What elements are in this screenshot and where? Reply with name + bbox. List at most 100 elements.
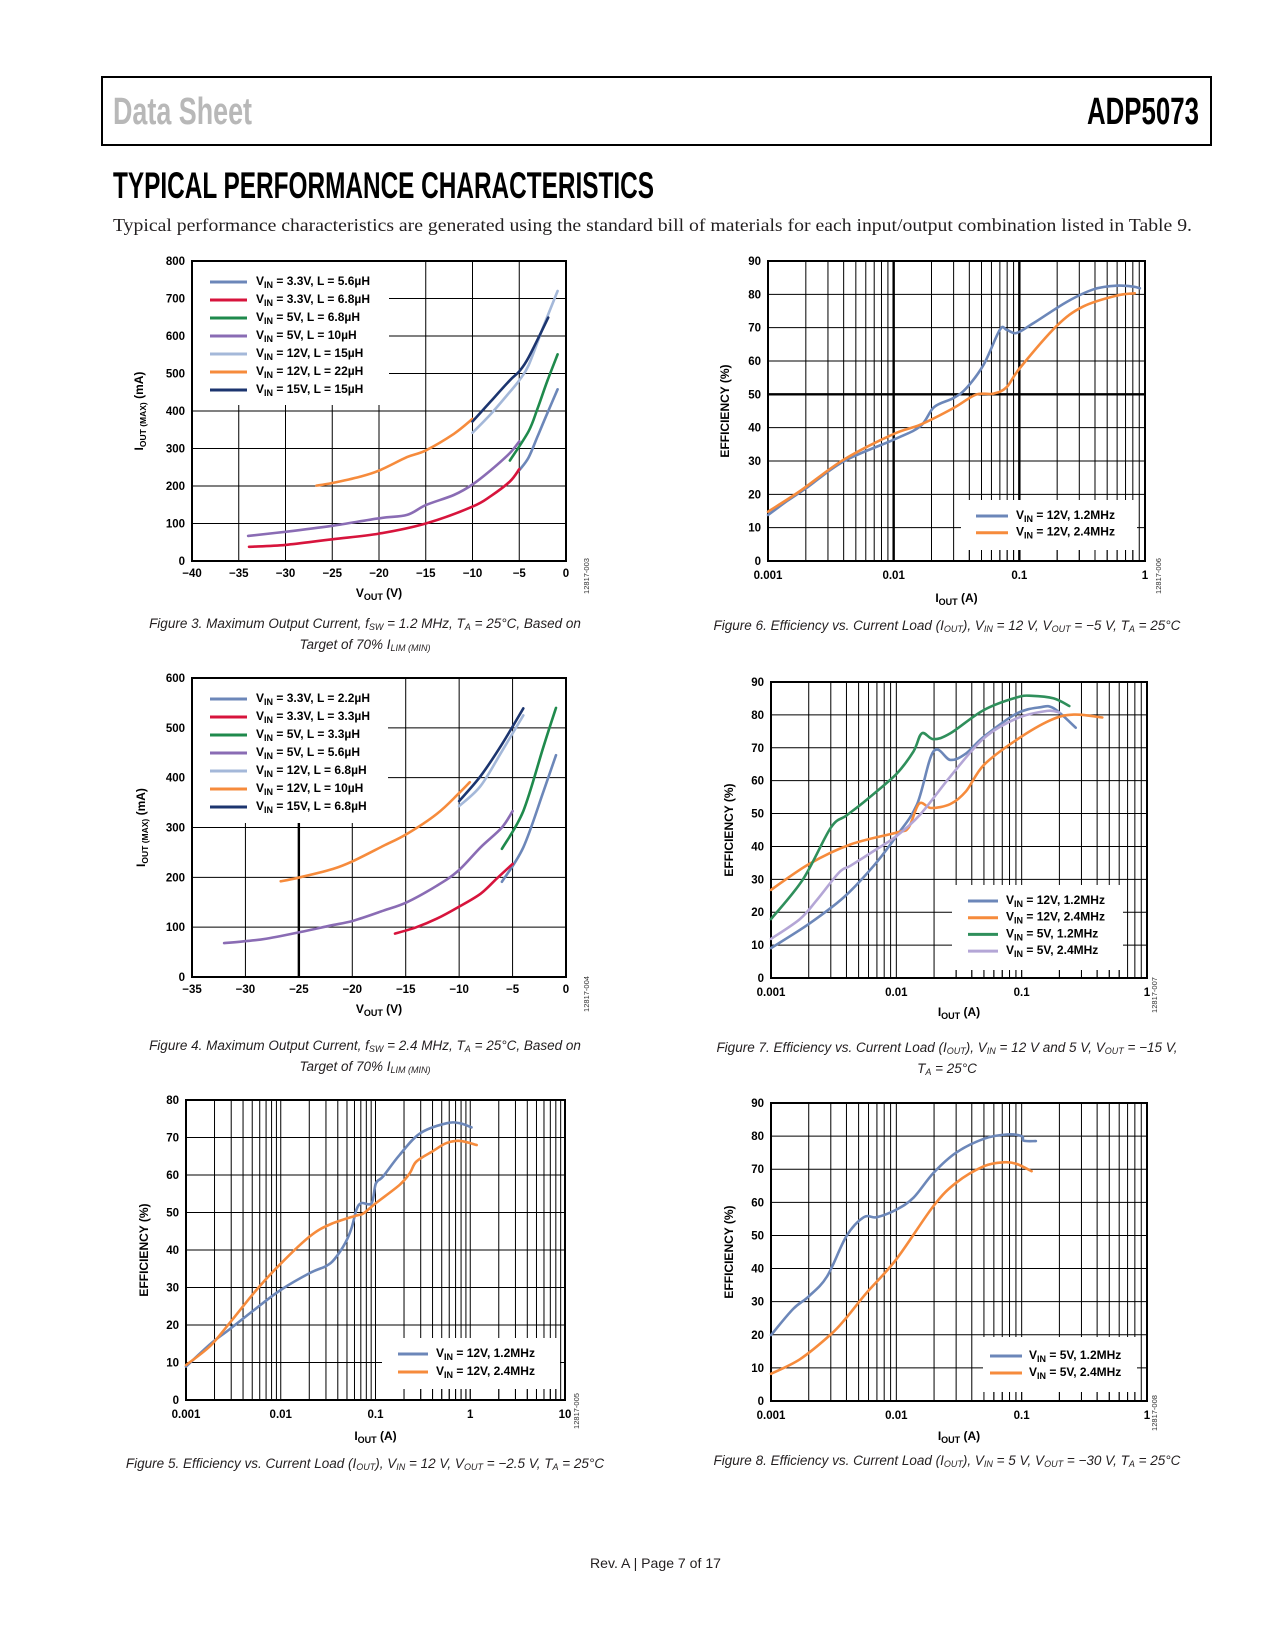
subscript-segment: A: [552, 1462, 559, 1472]
legend-tick-stubs: [993, 1392, 1136, 1401]
text-segment: = 5V, 1.2MHz: [1023, 926, 1098, 940]
y-tick-label: 70: [748, 323, 761, 335]
series-line-2: [500, 706, 558, 851]
text-segment: = 12V, L = 15µH: [273, 346, 363, 360]
figure-8-caption: Figure 8. Efficiency vs. Current Load (I…: [647, 1452, 1247, 1473]
subscript-segment: IN: [1024, 531, 1033, 541]
legend-label: VIN = 3.3V, L = 5.6µH: [256, 274, 370, 290]
legend-background: [193, 679, 388, 823]
text-segment: EFFICIENCY (%): [722, 1205, 736, 1298]
y-tick-label: 20: [166, 1320, 179, 1332]
y-tick-label: 30: [166, 1283, 179, 1295]
text-segment: T: [917, 1061, 926, 1076]
text-segment: Figure 4. Maximum Output Current, f: [149, 1038, 369, 1053]
caption-line: Figure 5. Efficiency vs. Current Load (I…: [65, 1455, 665, 1476]
subscript-segment: OUT: [356, 1462, 376, 1472]
plot-frame: [191, 677, 567, 978]
x-tick-label: −5: [513, 568, 527, 580]
text-segment: = 25°C: [1134, 1453, 1181, 1468]
subscript-segment: OUT: [364, 592, 384, 602]
text-segment: V: [256, 745, 264, 759]
y-tick-label: 60: [751, 1197, 764, 1209]
legend-background: [952, 885, 1123, 970]
y-tick-label: 50: [751, 1230, 764, 1242]
y-tick-label: 0: [758, 1396, 764, 1408]
x-tick-label: 0: [563, 984, 569, 996]
legend-label: VIN = 12V, 2.4MHz: [1016, 525, 1115, 541]
text-segment: = −15 V,: [1123, 1040, 1178, 1055]
series-line-1: [184, 1139, 478, 1367]
legend-entry: VIN = 12V, 1.2MHz: [976, 508, 1115, 524]
caption-line: TA = 25°C: [647, 1060, 1247, 1081]
text-segment: V: [256, 292, 264, 306]
y-tick-label: 400: [166, 773, 185, 785]
legend-entry: VIN = 12V, 1.2MHz: [398, 1346, 535, 1362]
subscript-segment: IN: [396, 1462, 406, 1472]
text-segment: ), V: [962, 618, 984, 633]
legend-entry: VIN = 5V, L = 3.3µH: [210, 727, 360, 743]
data-series: [184, 1121, 478, 1368]
subscript-segment: A: [1128, 624, 1135, 634]
x-tick-label: 1: [1144, 987, 1151, 999]
x-tick-label: −5: [506, 984, 520, 996]
text-segment: = 1.2 MHz, T: [383, 616, 465, 631]
y-tick-label: 80: [751, 1131, 764, 1143]
text-segment: = 5V, L = 5.6µH: [273, 745, 360, 759]
series-line-2: [508, 353, 559, 462]
legend-label: VIN = 5V, L = 6.8µH: [256, 310, 360, 326]
y-tick-label: 50: [751, 809, 764, 821]
text-segment: = 3.3V, L = 5.6µH: [273, 274, 370, 288]
text-segment: V: [1006, 893, 1014, 907]
text-segment: V: [256, 382, 264, 396]
text-segment: I: [132, 447, 146, 450]
series-line-6: [457, 707, 525, 803]
text-segment: V: [1029, 1365, 1037, 1379]
text-segment: Figure 3. Maximum Output Current, f: [149, 616, 369, 631]
x-tick-label: −35: [229, 568, 249, 580]
x-tick-label: 0.01: [882, 570, 905, 582]
text-segment: = 5V, L = 3.3µH: [273, 727, 360, 741]
y-tick-label: 60: [166, 1170, 179, 1182]
text-segment: V: [256, 346, 264, 360]
text-segment: = 5V, 2.4MHz: [1023, 943, 1098, 957]
series-line-5: [279, 780, 472, 883]
x-tick-label: −20: [343, 984, 363, 996]
subscript-segment: A: [925, 1067, 932, 1077]
tick-labels: 0.001 0.01 0.1 1 10 0 10 20 30 40 50 60 70 80: [166, 1095, 571, 1421]
text-segment: I: [938, 1005, 941, 1019]
y-tick-label: 10: [166, 1358, 179, 1370]
legend-label: VIN = 15V, L = 15µH: [256, 382, 363, 398]
x-tick-label: 0.001: [757, 1410, 786, 1422]
legend-label: VIN = 5V, 2.4MHz: [1029, 1365, 1121, 1381]
text-segment: EFFICIENCY (%): [718, 364, 732, 457]
caption-line: Target of 70% ILIM (MIN): [65, 636, 665, 657]
legend-entry: VIN = 5V, 2.4MHz: [968, 943, 1098, 959]
subscript-segment: A: [1128, 1459, 1135, 1469]
x-tick-label: 0.001: [754, 570, 783, 582]
y-axis-label: EFFICIENCY (%): [718, 364, 732, 457]
plot-frame: [185, 1099, 566, 1401]
subscript-segment: OUT: [463, 1462, 483, 1472]
x-tick-label: −15: [416, 568, 436, 580]
text-segment: = 5V, 1.2MHz: [1046, 1348, 1121, 1362]
text-segment: = 5 V, V: [992, 1453, 1045, 1468]
y-tick-label: 90: [751, 677, 764, 689]
legend-label: VIN = 12V, L = 15µH: [256, 346, 363, 362]
subscript-segment: LIM (MIN): [390, 643, 431, 653]
y-tick-label: 200: [166, 481, 185, 493]
text-segment: Target of 70% I: [299, 637, 391, 652]
text-segment: = 12V, 2.4MHz: [1023, 910, 1105, 924]
legend-label: VIN = 5V, L = 3.3µH: [256, 727, 360, 743]
subscript-segment: IN: [1014, 899, 1023, 909]
text-segment: = 12 V, V: [992, 618, 1052, 633]
subscript-segment: IN: [1037, 1354, 1046, 1364]
series-line-0: [766, 284, 1142, 517]
tick-labels: −35 −30 −25 −20 −15 −10 −5 0 0 100 200 300 400 500 600: [166, 673, 569, 996]
